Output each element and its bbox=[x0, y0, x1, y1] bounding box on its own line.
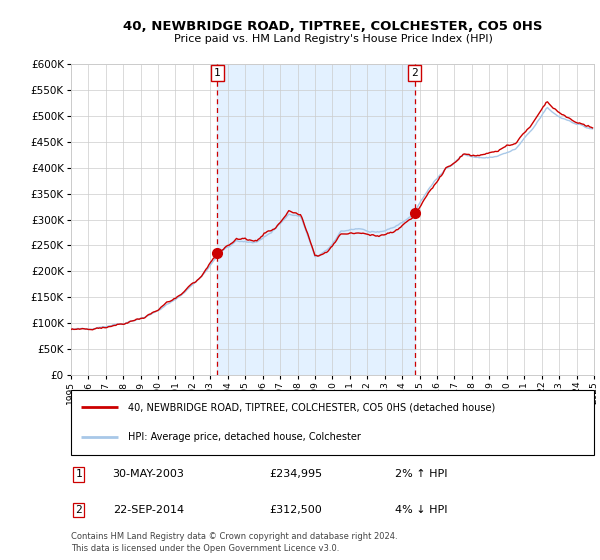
Text: Price paid vs. HM Land Registry's House Price Index (HPI): Price paid vs. HM Land Registry's House … bbox=[173, 34, 493, 44]
Text: 40, NEWBRIDGE ROAD, TIPTREE, COLCHESTER, CO5 0HS: 40, NEWBRIDGE ROAD, TIPTREE, COLCHESTER,… bbox=[123, 20, 543, 34]
Text: 2: 2 bbox=[412, 68, 418, 78]
Text: £312,500: £312,500 bbox=[269, 505, 322, 515]
Text: 22-SEP-2014: 22-SEP-2014 bbox=[113, 505, 184, 515]
Text: £234,995: £234,995 bbox=[269, 469, 323, 479]
Text: 2% ↑ HPI: 2% ↑ HPI bbox=[395, 469, 448, 479]
Text: 30-MAY-2003: 30-MAY-2003 bbox=[113, 469, 185, 479]
Text: Contains HM Land Registry data © Crown copyright and database right 2024.
This d: Contains HM Land Registry data © Crown c… bbox=[71, 532, 397, 553]
Bar bbox=[217, 64, 415, 375]
FancyBboxPatch shape bbox=[71, 390, 594, 455]
Text: HPI: Average price, detached house, Colchester: HPI: Average price, detached house, Colc… bbox=[128, 432, 361, 442]
Text: 1: 1 bbox=[75, 469, 82, 479]
Text: 4% ↓ HPI: 4% ↓ HPI bbox=[395, 505, 448, 515]
Text: 1: 1 bbox=[214, 68, 221, 78]
Text: 2: 2 bbox=[75, 505, 82, 515]
Text: 40, NEWBRIDGE ROAD, TIPTREE, COLCHESTER, CO5 0HS (detached house): 40, NEWBRIDGE ROAD, TIPTREE, COLCHESTER,… bbox=[128, 402, 496, 412]
